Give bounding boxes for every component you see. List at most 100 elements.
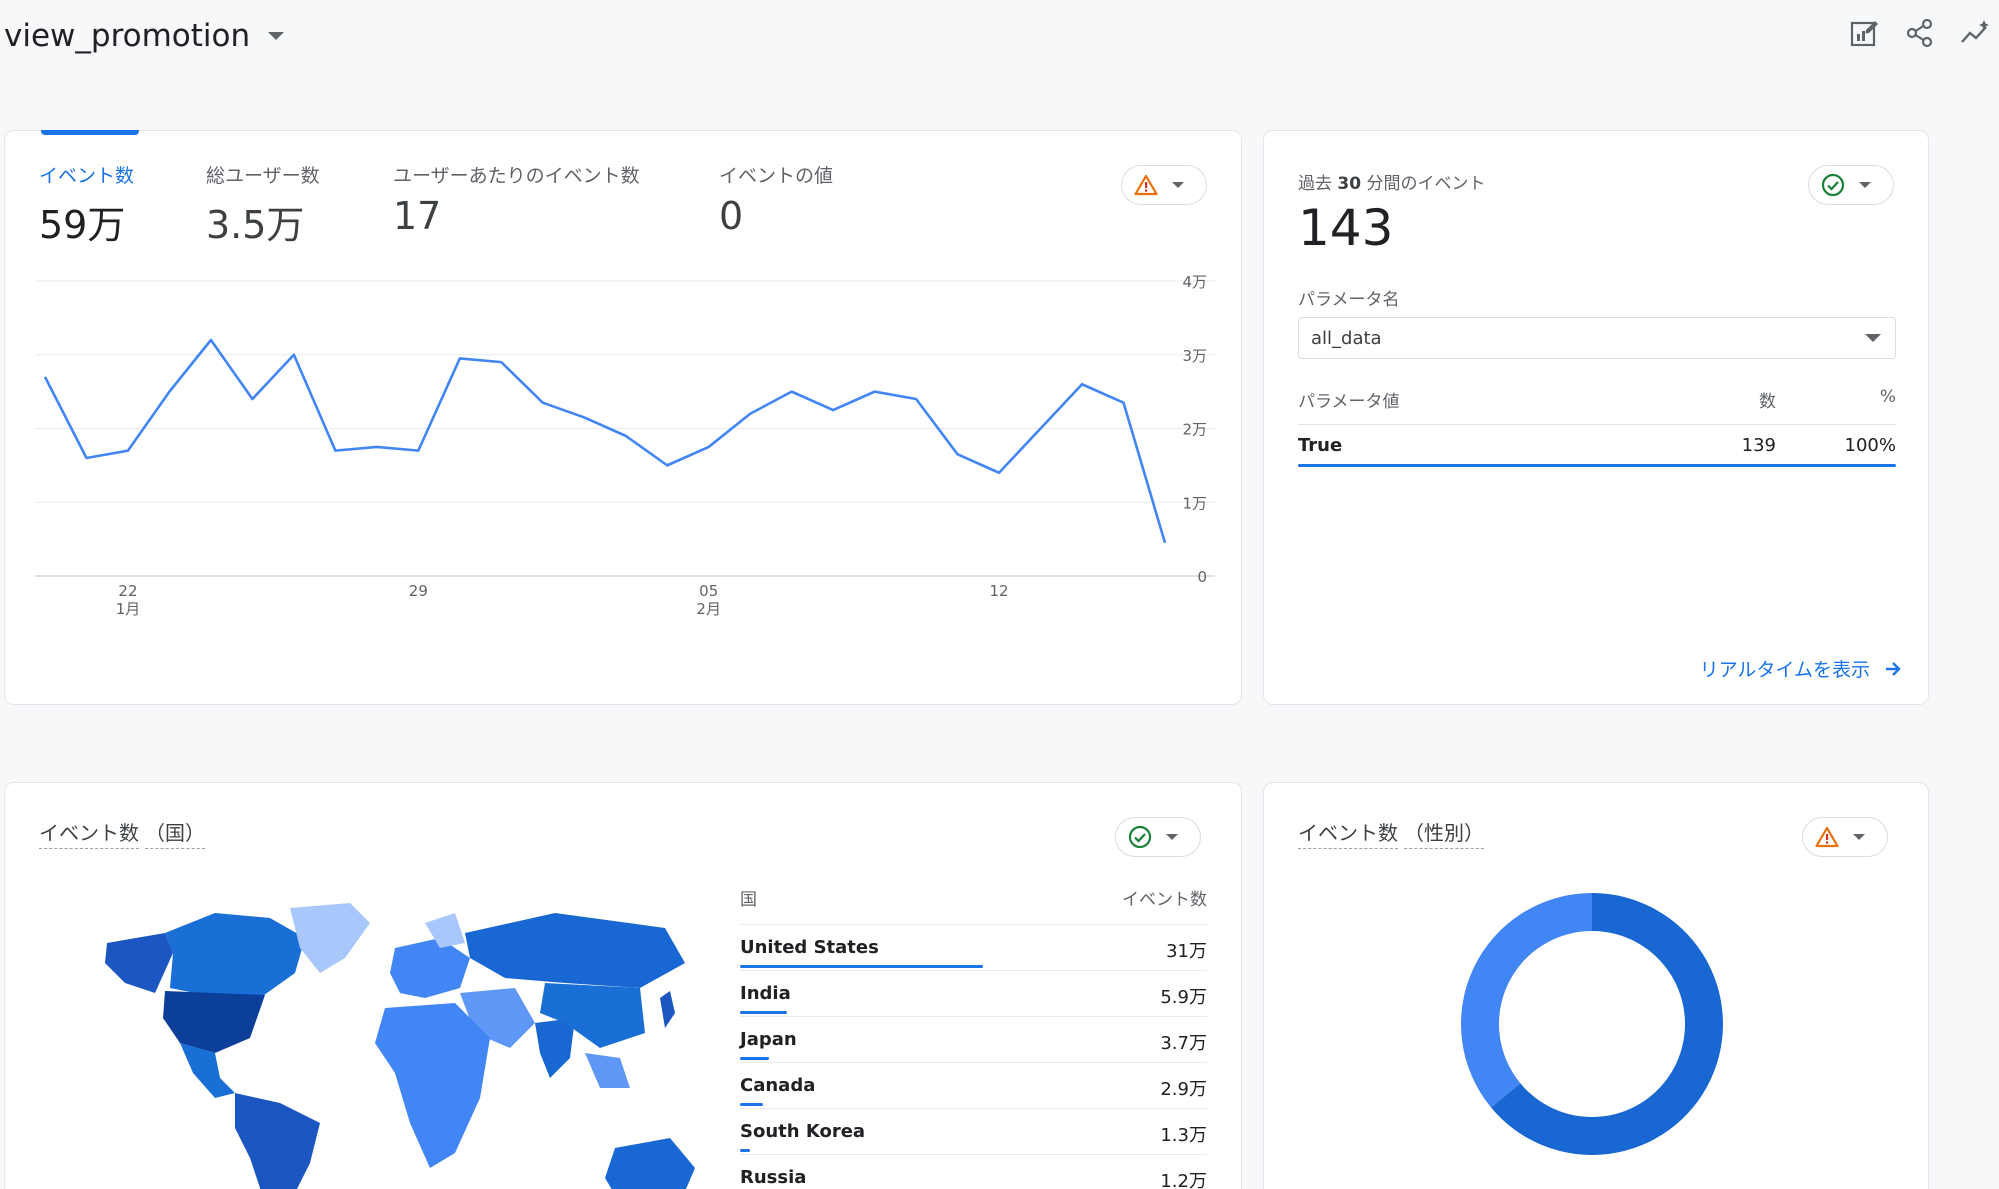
table-row[interactable]: South Korea 1.3万 xyxy=(740,1108,1207,1154)
column-header: イベント数 xyxy=(1122,890,1207,910)
metric-value: 0 xyxy=(719,194,744,238)
table-row[interactable]: True 139 100% xyxy=(1298,425,1896,464)
card-title-metric[interactable]: イベント数 xyxy=(39,817,139,849)
y-tick-label: 2万 xyxy=(1182,421,1207,439)
country-value: 1.3万 xyxy=(1160,1125,1207,1146)
insights-icon[interactable] xyxy=(1959,16,1993,50)
report-header: view_promotion xyxy=(0,0,1999,80)
chevron-down-icon xyxy=(268,32,285,40)
chevron-down-icon xyxy=(1166,834,1178,840)
realtime-card: 過去 30 分間のイベント 143 パラメータ名 all_data パラメータ値… xyxy=(1263,130,1929,705)
event-name-selector[interactable]: view_promotion xyxy=(4,18,285,54)
chevron-down-icon xyxy=(1172,182,1184,188)
param-select-value: all_data xyxy=(1311,327,1382,349)
x-tick-label: 22 xyxy=(118,582,137,600)
page-title: view_promotion xyxy=(4,18,251,54)
donut-slice xyxy=(1491,893,1723,1155)
country-name: Canada xyxy=(740,1075,816,1096)
table-row[interactable]: United States 31万 xyxy=(740,924,1207,970)
chevron-down-icon xyxy=(1865,334,1881,342)
view-realtime-link[interactable]: リアルタイムを表示 xyxy=(1700,655,1902,682)
data-quality-chip[interactable] xyxy=(1808,165,1894,205)
column-header: 国 xyxy=(740,890,757,910)
x-tick-label: 12 xyxy=(990,582,1009,600)
chevron-down-icon xyxy=(1853,834,1865,840)
data-quality-chip[interactable] xyxy=(1121,165,1207,205)
param-name-select[interactable]: all_data xyxy=(1298,317,1896,359)
customize-report-icon[interactable] xyxy=(1847,16,1881,50)
chevron-down-icon xyxy=(1859,182,1871,188)
param-value-table: パラメータ値 数 % True 139 100% xyxy=(1298,387,1896,467)
y-tick-label: 4万 xyxy=(1182,273,1207,291)
country-bar xyxy=(740,965,983,968)
country-value: 5.9万 xyxy=(1160,987,1207,1008)
donut-slice xyxy=(1461,893,1592,1108)
share-icon[interactable] xyxy=(1903,16,1937,50)
summary-card: イベント数 59万 総ユーザー数 3.5万 ユーザーあたりのイベント数 17 イ… xyxy=(4,130,1242,705)
country-bar xyxy=(740,1057,770,1060)
data-quality-chip[interactable] xyxy=(1115,817,1201,857)
series-line xyxy=(43,338,1167,544)
realtime-label: 過去 30 分間のイベント xyxy=(1298,169,1485,194)
x-tick-label: 29 xyxy=(409,582,428,600)
param-value-bar xyxy=(1298,464,1896,467)
country-bar xyxy=(740,1103,763,1106)
country-name: India xyxy=(740,983,791,1004)
country-name: United States xyxy=(740,937,879,958)
param-value-percent: 100% xyxy=(1844,435,1896,456)
card-title: イベント数 （性別） xyxy=(1298,817,1484,849)
metric-value: 3.5万 xyxy=(206,203,305,247)
y-tick-label: 1万 xyxy=(1182,494,1207,512)
view-realtime-link-label: リアルタイムを表示 xyxy=(1699,659,1870,681)
metric-value: 59万 xyxy=(39,203,126,247)
x-tick-month-label: 2月 xyxy=(696,600,721,618)
warning-icon xyxy=(1134,174,1158,196)
country-value: 3.7万 xyxy=(1160,1033,1207,1054)
card-title-metric[interactable]: イベント数 xyxy=(1298,817,1398,849)
table-header: パラメータ値 数 % xyxy=(1298,387,1896,425)
country-card: イベント数 （国） xyxy=(4,782,1242,1189)
check-circle-icon xyxy=(1821,173,1845,197)
realtime-label-prefix: 過去 xyxy=(1298,174,1332,194)
card-title-dimension[interactable]: （性別） xyxy=(1404,817,1484,849)
table-row[interactable]: Japan 3.7万 xyxy=(740,1016,1207,1062)
table-row[interactable]: India 5.9万 xyxy=(740,970,1207,1016)
check-circle-icon xyxy=(1128,825,1152,849)
metric-tab-event-value[interactable]: イベントの値 0 xyxy=(719,161,833,238)
header-actions xyxy=(1847,16,1993,50)
realtime-label-suffix: 分間のイベント xyxy=(1366,174,1486,194)
metric-tab-total-users[interactable]: 総ユーザー数 3.5万 xyxy=(206,161,320,249)
metric-value: 17 xyxy=(393,194,442,238)
country-name: Japan xyxy=(740,1029,797,1050)
country-name: South Korea xyxy=(740,1121,866,1142)
active-metric-indicator xyxy=(41,130,139,135)
column-header: % xyxy=(1879,387,1896,407)
metric-label: 総ユーザー数 xyxy=(206,165,320,187)
country-bar xyxy=(740,1011,787,1014)
metric-tab-event-count[interactable]: イベント数 59万 xyxy=(39,161,134,249)
country-value: 2.9万 xyxy=(1160,1079,1207,1100)
table-header: 国 イベント数 xyxy=(740,885,1207,924)
gender-card: イベント数 （性別） xyxy=(1263,782,1929,1189)
param-name-label: パラメータ名 xyxy=(1298,290,1400,310)
country-name: Russia xyxy=(740,1167,807,1188)
y-tick-label: 0 xyxy=(1197,568,1207,586)
country-table: 国 イベント数 United States 31万 India 5.9万 Japan… xyxy=(740,885,1207,1189)
metric-label: イベントの値 xyxy=(719,165,834,187)
table-row[interactable]: Canada 2.9万 xyxy=(740,1062,1207,1108)
y-tick-label: 3万 xyxy=(1182,347,1207,365)
card-title-dimension[interactable]: （国） xyxy=(145,817,205,849)
gender-donut-chart[interactable] xyxy=(1459,891,1725,1157)
data-quality-chip[interactable] xyxy=(1802,817,1888,857)
metric-tab-events-per-user[interactable]: ユーザーあたりのイベント数 17 xyxy=(393,161,640,238)
country-value: 31万 xyxy=(1166,941,1207,962)
x-tick-month-label: 1月 xyxy=(116,600,141,618)
table-row[interactable]: Russia 1.2万 xyxy=(740,1154,1207,1189)
x-tick-label: 05 xyxy=(699,582,718,600)
arrow-right-icon xyxy=(1886,661,1901,676)
world-map[interactable] xyxy=(95,903,695,1189)
country-bar xyxy=(740,1149,751,1152)
column-header: パラメータ値 xyxy=(1298,392,1400,412)
column-header: 数 xyxy=(1759,392,1776,412)
